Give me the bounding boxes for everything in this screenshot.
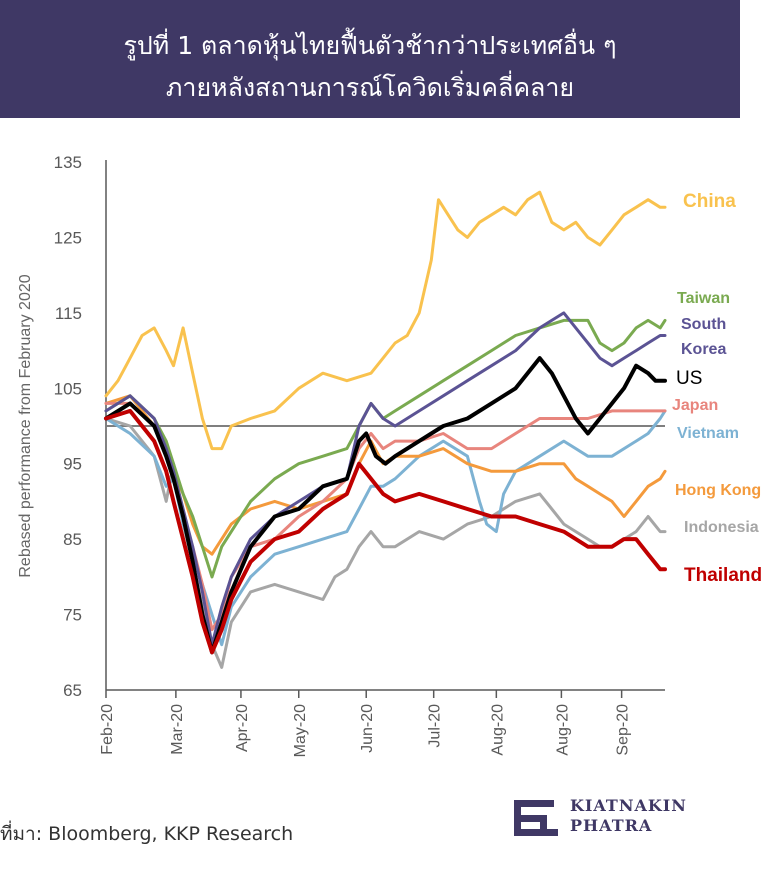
x-tick-label: Mar-20 [169,704,186,755]
logo-icon [514,800,558,836]
title-banner: รูปที่ 1 ตลาดหุ้นไทยฟื้นตัวช้ากว่าประเทศ… [0,0,740,118]
line-chart: Rebased performance from February 2020 65… [17,153,762,757]
legend-label-south-korea: South [681,316,726,333]
logo-text: KIATNAKIN PHATRA [570,796,687,836]
logo-text-line-2: PHATRA [570,816,653,835]
chart-title-line-1: รูปที่ 1 ตลาดหุ้นไทยฟื้นตัวช้ากว่าประเทศ… [123,31,617,60]
y-tick-label: 125 [54,228,82,247]
x-tick-label: Aug-20 [489,704,506,756]
legend-label-hong-kong: Hong Kong [675,482,761,499]
series-line-hong-kong [104,394,667,556]
y-tick-label: 65 [63,681,82,700]
kiatnakin-phatra-logo: KIATNAKIN PHATRA [512,796,702,840]
x-tick-label: May-20 [292,704,309,757]
y-tick-label: 105 [54,379,82,398]
x-tick-label: Feb-20 [99,704,116,755]
logo-text-line-1: KIATNAKIN [570,796,687,815]
source-note: ที่มา: Bloomberg, KKP Research [0,823,294,845]
series-line-us [104,356,667,655]
legend-label-south-korea: Korea [681,341,726,358]
y-tick-label: 115 [55,304,82,323]
y-tick-label: 95 [63,455,82,474]
legend-label-china: China [683,191,736,212]
y-axis-label: Rebased performance from February 2020 [17,274,34,577]
legend-label-vietnam: Vietnam [677,425,739,442]
series-line-thailand [104,408,667,655]
x-tick-label: Jul-20 [427,704,444,748]
legend-label-us: US [676,368,702,389]
legend-label-indonesia: Indonesia [684,519,759,536]
y-tick-label: 75 [63,606,82,625]
series-line-china [104,190,667,451]
y-tick-label: 85 [63,530,82,549]
x-tick-label: Jun-20 [359,704,376,753]
legend-label-thailand: Thailand [684,565,762,586]
legend-label-japan: Japan [672,397,718,414]
x-tick-label: Sep-20 [615,704,632,756]
series-line-south-korea [104,311,667,647]
chart-title-line-2: ภายหลังสถานการณ์โควิดเริ่มคลี่คลาย [165,73,575,102]
y-tick-label: 135 [54,153,82,172]
legend-label-taiwan: Taiwan [677,290,730,307]
x-tick-label: Aug-20 [554,704,571,756]
x-tick-label: Apr-20 [234,704,251,752]
